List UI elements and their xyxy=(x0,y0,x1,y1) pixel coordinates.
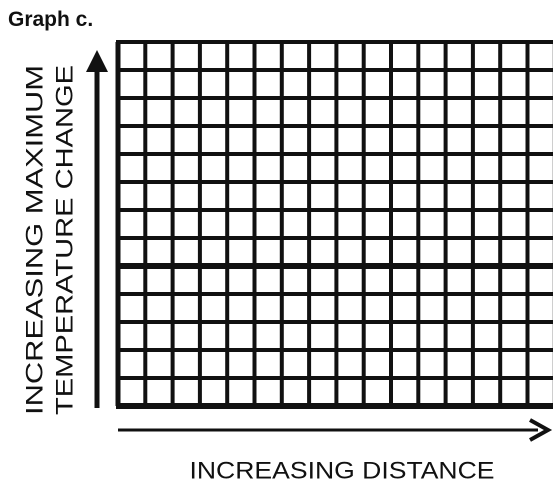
x-axis-label: INCREASING DISTANCE xyxy=(190,457,495,484)
blank-grid xyxy=(115,40,553,409)
x-arrow-head xyxy=(529,418,553,442)
y-axis-label-line-1: INCREASING MAXIMUM xyxy=(21,65,48,415)
graph-title: Graph c. xyxy=(8,8,93,31)
y-axis-label-line-2: TEMPERATURE CHANGE xyxy=(51,65,78,415)
y-arrow-head xyxy=(86,50,108,72)
